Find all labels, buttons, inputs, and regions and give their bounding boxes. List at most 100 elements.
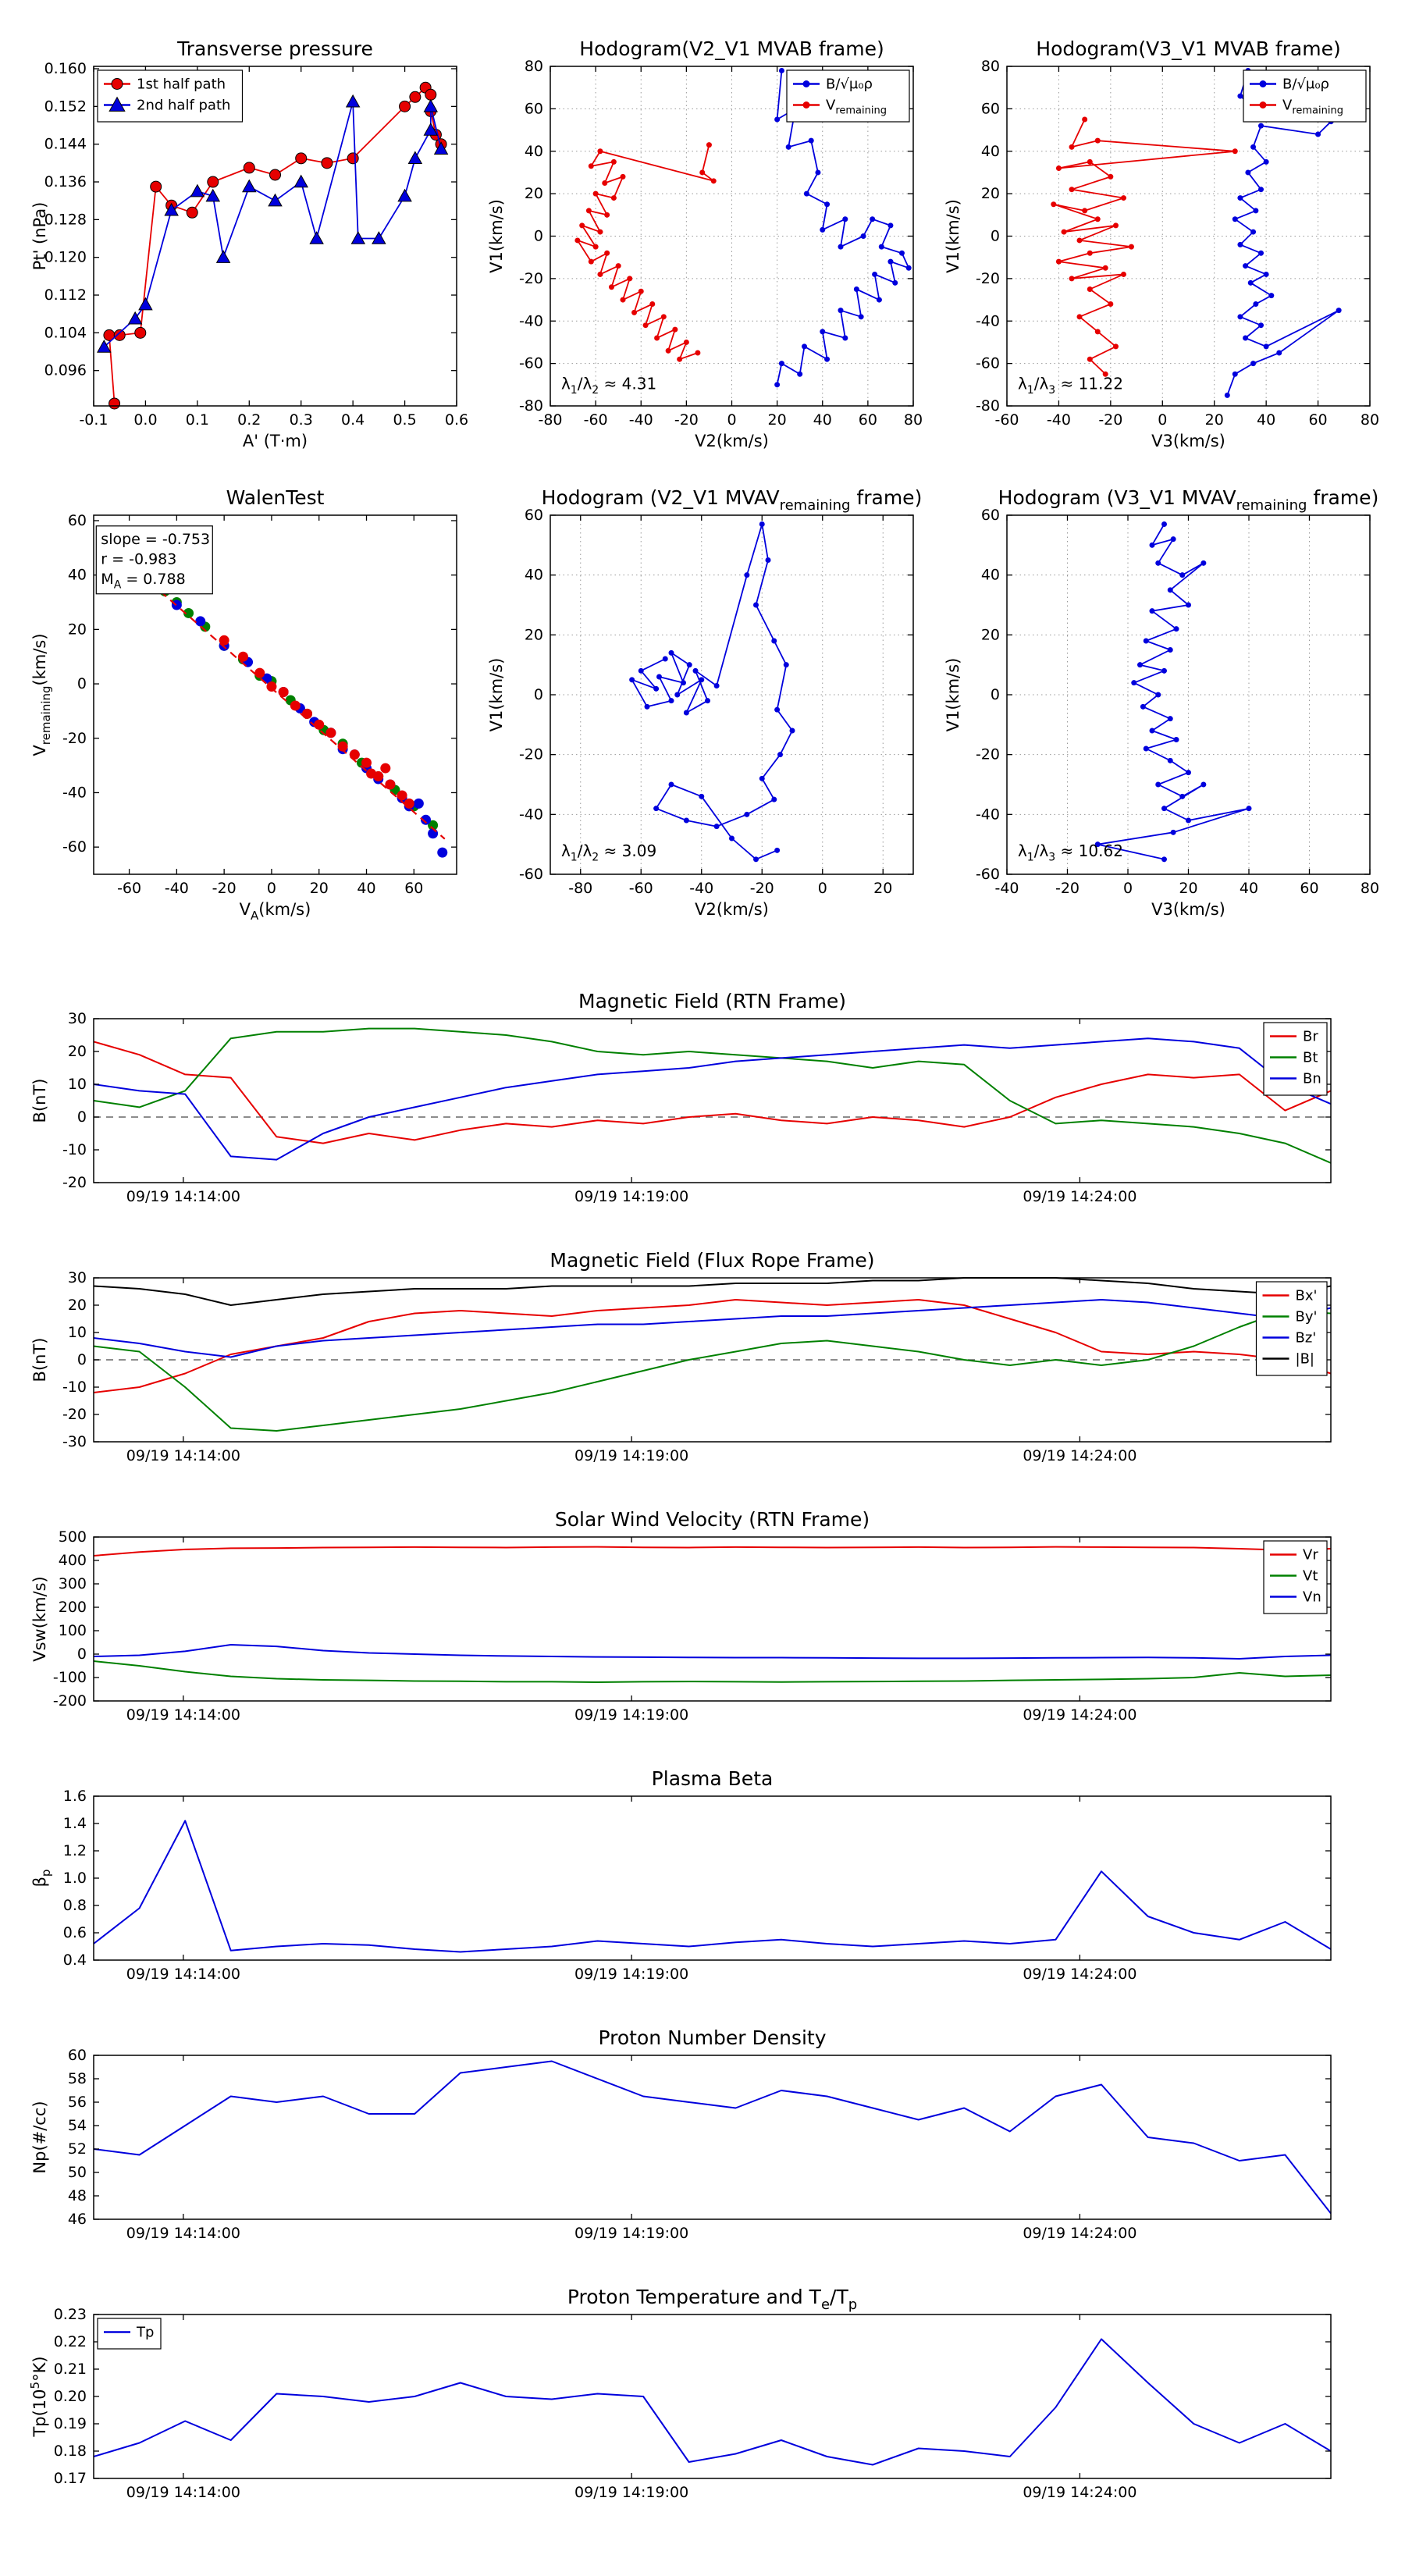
y-tick-label: 60 — [525, 100, 543, 117]
x-tick-label: -40 — [1047, 411, 1071, 429]
y-tick-label: 1.6 — [63, 1788, 87, 1805]
series-fit line — [109, 546, 446, 840]
series-Bx' — [93, 1299, 1332, 1393]
y-tick-label: 40 — [981, 567, 1000, 584]
y-tick-label: 0.22 — [54, 2333, 87, 2350]
x-tick-label: -60 — [629, 880, 653, 897]
y-tick-label: 0.19 — [54, 2415, 87, 2432]
x-tick-label: 09/19 14:19:00 — [574, 1188, 688, 1205]
y-axis-label: Tp(105°K) — [28, 2356, 49, 2437]
y-tick-label: 60 — [981, 100, 1000, 117]
legend-label: By' — [1296, 1309, 1318, 1325]
annotation-text: slope = -0.753 — [101, 531, 210, 548]
axes-frame — [93, 1536, 1332, 1702]
x-tick-label: 09/19 14:19:00 — [574, 1706, 688, 1724]
x-tick-label: -60 — [994, 411, 1019, 429]
y-tick-label: 1.2 — [63, 1842, 87, 1859]
legend-box — [97, 69, 244, 123]
y-tick-label: -40 — [976, 312, 1000, 329]
legend-box — [1243, 69, 1367, 123]
y-tick-label: -60 — [519, 355, 543, 372]
y-axis-label: V1(km/s) — [944, 199, 962, 273]
legend-box — [97, 2318, 162, 2350]
y-tick-label: -10 — [62, 1141, 87, 1158]
y-tick-label: 0 — [534, 686, 543, 703]
y-tick-label: -40 — [519, 806, 543, 823]
y-tick-label: 0 — [77, 1646, 87, 1663]
x-tick-label: -20 — [674, 411, 699, 429]
annotation-text: λ1/λ2 ≈ 4.31 — [561, 374, 656, 397]
y-tick-label: 0.8 — [63, 1897, 87, 1914]
y-axis-label: V1(km/s) — [944, 658, 962, 732]
x-tick-label: 09/19 14:19:00 — [574, 1447, 688, 1464]
series-Br — [93, 1041, 1332, 1144]
x-tick-label: -20 — [212, 880, 237, 897]
x-tick-label: 09/19 14:24:00 — [1023, 1706, 1136, 1724]
panel-bfield-rtn: 09/19 14:14:00 09/19 14:19:00 09/19 14:24:… — [30, 990, 1332, 1205]
y-tick-label: 0.112 — [44, 286, 87, 304]
panel-hodogram-v3v1-mvav: -40 -20 0 20 40 60 80-60-40-200204060Hodogram … — [944, 486, 1379, 919]
x-axis-label: A' (T·m) — [243, 432, 308, 450]
chart-title: Solar Wind Velocity (RTN Frame) — [555, 1508, 870, 1531]
y-tick-label: 0.6 — [63, 1924, 87, 1941]
y-tick-label: 100 — [59, 1622, 87, 1639]
y-tick-label: -60 — [62, 838, 87, 856]
x-tick-label: -20 — [1055, 880, 1080, 897]
annotation-text: MA = 0.788 — [101, 571, 185, 591]
y-tick-label: -40 — [519, 312, 543, 329]
y-tick-label: 0 — [991, 228, 1000, 245]
axes-frame — [93, 1018, 1332, 1183]
y-tick-label: 300 — [59, 1575, 87, 1592]
y-tick-label: 0.152 — [44, 98, 87, 115]
y-tick-label: 0 — [77, 1351, 87, 1368]
x-tick-label: 09/19 14:14:00 — [126, 1706, 240, 1724]
y-axis-label: Pt' (nPa) — [30, 202, 49, 271]
x-tick-label: -20 — [1098, 411, 1122, 429]
legend-box — [1263, 1022, 1328, 1096]
x-tick-label: 09/19 14:14:00 — [126, 2484, 240, 2501]
chart-title: Hodogram(V3_V1 MVAB frame) — [1036, 37, 1340, 60]
legend-label: Bz' — [1296, 1330, 1317, 1347]
y-tick-label: 60 — [525, 507, 543, 524]
x-tick-label: 09/19 14:14:00 — [126, 1447, 240, 1464]
y-axis-label: Vremaining(km/s) — [30, 633, 53, 756]
x-tick-label: -60 — [584, 411, 608, 429]
x-tick-label: 20 — [1179, 880, 1197, 897]
y-tick-label: 20 — [68, 1297, 87, 1314]
y-tick-label: 52 — [68, 2140, 87, 2158]
x-tick-label: -40 — [994, 880, 1019, 897]
y-tick-label: 10 — [68, 1076, 87, 1093]
y-tick-label: 20 — [981, 185, 1000, 202]
x-axis-label: V3(km/s) — [1151, 900, 1225, 919]
y-tick-label: -60 — [976, 866, 1000, 883]
y-tick-label: 40 — [981, 143, 1000, 160]
y-tick-label: -10 — [62, 1379, 87, 1396]
chart-title: Hodogram(V2_V1 MVAB frame) — [579, 37, 884, 60]
y-tick-label: -20 — [62, 730, 87, 747]
x-tick-label: -60 — [117, 880, 141, 897]
y-tick-label: 400 — [59, 1552, 87, 1569]
axes-frame — [93, 514, 457, 875]
chart-title: Hodogram (V3_V1 MVAVremaining frame) — [998, 486, 1379, 514]
y-tick-label: -40 — [976, 806, 1000, 823]
annotation-text: λ1/λ2 ≈ 3.09 — [561, 841, 656, 864]
chart-title: Magnetic Field (RTN Frame) — [578, 990, 846, 1012]
x-tick-label: 60 — [1308, 411, 1327, 429]
panel-hodogram-v3v1-mvab: -60 -40 -20 0 20 40 60 80-80-60-40-20020406080H… — [944, 37, 1379, 450]
series-|B| — [93, 1277, 1332, 1306]
panel-proton-density: 09/19 14:14:00 09/19 14:19:00 09/19 14:24:… — [30, 2026, 1332, 2242]
x-tick-label: 80 — [1361, 880, 1379, 897]
x-tick-label: 0.2 — [237, 411, 261, 429]
y-axis-label: Vsw(km/s) — [30, 1576, 49, 1662]
y-tick-label: 0.120 — [44, 249, 87, 266]
series-V3_V1 — [1097, 524, 1250, 860]
y-axis-label: B(nT) — [30, 1338, 49, 1382]
x-tick-label: 09/19 14:24:00 — [1023, 1966, 1136, 1983]
y-tick-label: 20 — [525, 626, 543, 643]
x-tick-label: 09/19 14:24:00 — [1023, 1447, 1136, 1464]
chart-title: WalenTest — [226, 486, 325, 509]
x-tick-label: 40 — [813, 411, 832, 429]
y-tick-label: 0.128 — [44, 211, 87, 228]
series-Bt — [93, 1027, 1332, 1164]
legend-label: B/√μ₀ρ — [1282, 76, 1329, 93]
